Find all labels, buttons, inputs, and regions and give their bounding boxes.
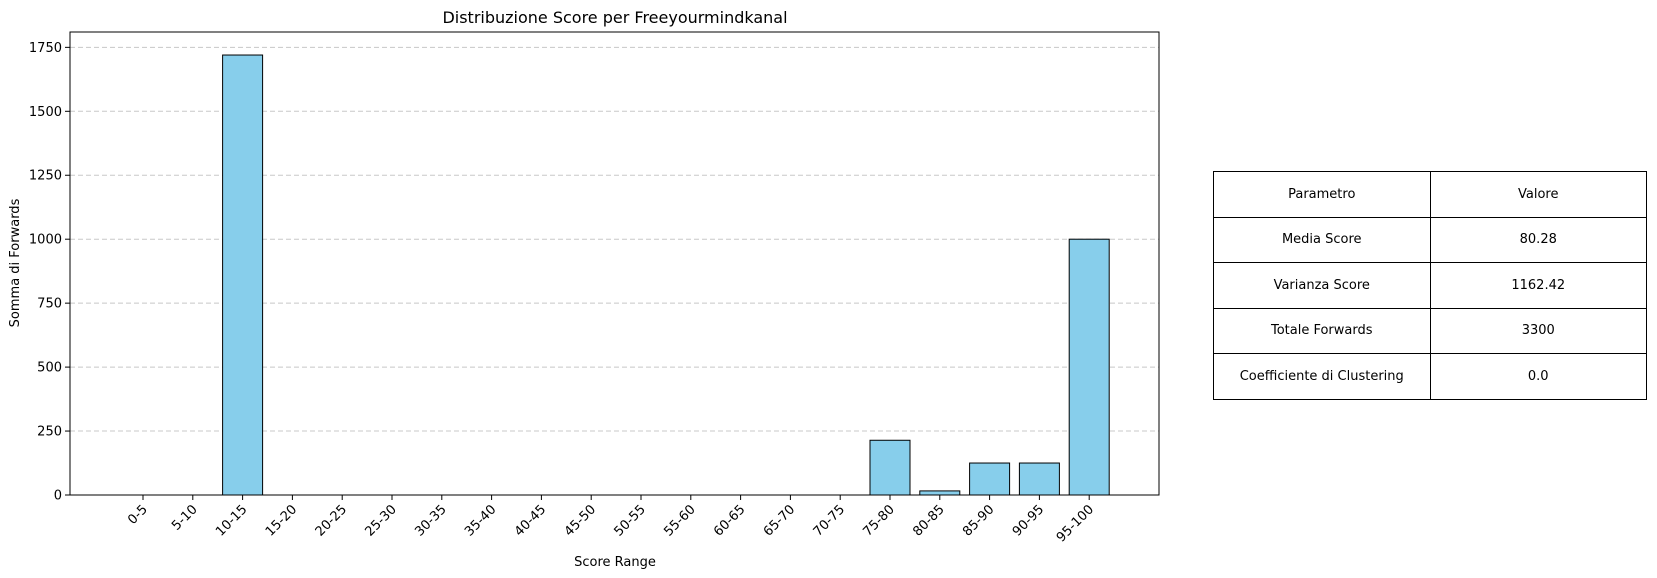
x-tick-label: 45-50 (562, 502, 599, 539)
table-row: Totale Forwards 3300 (1213, 307, 1647, 354)
table-header-valore: Valore (1429, 171, 1647, 218)
bar-90-95 (1018, 462, 1060, 496)
table-row: Media Score 80.28 (1213, 216, 1647, 263)
x-tick-label: 80-85 (910, 502, 947, 539)
x-tick-label: 60-65 (711, 502, 748, 539)
bars (222, 54, 1110, 496)
table-cell-param: Totale Forwards (1213, 307, 1431, 354)
x-tick-label: 5-10 (169, 502, 200, 533)
y-tick-label: 1250 (29, 169, 62, 184)
y-tick-label: 0 (54, 489, 62, 504)
x-tick-label: 85-90 (960, 502, 997, 539)
x-tick-label: 25-30 (363, 502, 400, 539)
table-row: Coefficiente di Clustering 0.0 (1213, 353, 1647, 400)
x-tick-label: 70-75 (811, 502, 848, 539)
table-cell-param: Media Score (1213, 216, 1431, 263)
y-tick-label: 750 (37, 297, 62, 312)
bar-95-100 (1068, 238, 1110, 496)
y-axis-label: Somma di Forwards (8, 198, 23, 327)
y-tick-label: 250 (37, 425, 62, 440)
table-cell-value: 3300 (1429, 307, 1647, 354)
bar-chart: Distribuzione Score per Freeyourmindkana… (8, 8, 1160, 570)
x-tick-label: 35-40 (462, 502, 499, 539)
table-header-parametro: Parametro (1213, 171, 1431, 218)
x-tick-label: 95-100 (1054, 502, 1097, 545)
table-cell-value: 80.28 (1429, 216, 1647, 263)
plot-frame (69, 31, 1160, 496)
table-cell-value: 0.0 (1429, 353, 1647, 400)
table-cell-param: Coefficiente di Clustering (1213, 353, 1431, 400)
bar-85-90 (969, 462, 1011, 496)
x-axis-ticks: 0-5 5-10 10-15 15-20 20-25 25-30 30-35 35-40 40-… (125, 495, 1097, 545)
y-tick-label: 1750 (29, 41, 62, 56)
x-tick-label: 10-15 (213, 502, 250, 539)
x-tick-label: 50-55 (612, 502, 649, 539)
x-tick-label: 90-95 (1010, 502, 1047, 539)
x-tick-label: 30-35 (412, 502, 449, 539)
chart-svg: Distribuzione Score per Freeyourmindkana… (8, 8, 1160, 570)
bar-10-15 (222, 54, 264, 496)
chart-title: Distribuzione Score per Freeyourmindkana… (442, 8, 787, 27)
table-header-row: Parametro Valore (1213, 171, 1647, 218)
y-tick-label: 1000 (29, 233, 62, 248)
table-cell-param: Varianza Score (1213, 262, 1431, 309)
y-tick-label: 1500 (29, 105, 62, 120)
x-tick-label: 55-60 (661, 502, 698, 539)
stats-table: Parametro Valore Media Score 80.28 Varia… (1213, 171, 1647, 400)
x-tick-label: 75-80 (861, 502, 898, 539)
x-tick-label: 65-70 (761, 502, 798, 539)
x-tick-label: 0-5 (125, 502, 151, 528)
y-tick-label: 500 (37, 361, 62, 376)
x-tick-label: 15-20 (263, 502, 300, 539)
bar-80-85 (919, 490, 961, 496)
table-cell-value: 1162.42 (1429, 262, 1647, 309)
bar-75-80 (869, 439, 911, 496)
x-tick-label: 40-45 (512, 502, 549, 539)
x-axis-label: Score Range (574, 555, 656, 570)
x-tick-label: 20-25 (313, 502, 350, 539)
y-axis-ticks: 0 250 500 750 1000 1250 1500 1750 (29, 41, 70, 504)
table-row: Varianza Score 1162.42 (1213, 262, 1647, 309)
grid-lines (70, 46, 1159, 432)
